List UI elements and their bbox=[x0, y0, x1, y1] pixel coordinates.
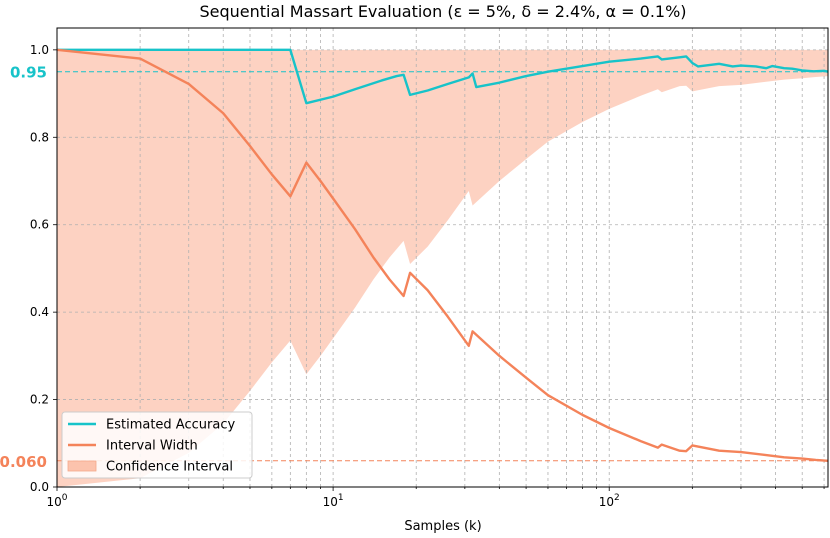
y-tick-label: 0.6 bbox=[30, 218, 49, 232]
legend-box bbox=[61, 411, 253, 479]
chart-title: Sequential Massart Evaluation (ε = 5%, δ… bbox=[199, 2, 686, 21]
series-line bbox=[56, 48, 829, 462]
x-tick-label: 102 bbox=[599, 493, 620, 509]
plot-area: 0.0 0.2 0.4 0.6 0.8 1.0 100 101 102 0.95 0.060 bbox=[0, 27, 829, 509]
legend-entry-label: Estimated Accuracy bbox=[106, 418, 235, 433]
y-tick-label: 0.4 bbox=[30, 305, 49, 319]
tick-layer: 0.0 0.2 0.4 0.6 0.8 1.0 100 101 102 0.95 0.060 bbox=[0, 43, 825, 509]
series-line bbox=[57, 48, 829, 105]
y-tick-label: 0.2 bbox=[30, 393, 49, 407]
legend-entry-label: Interval Width bbox=[106, 439, 198, 454]
reference-line-label: 0.060 bbox=[0, 453, 47, 471]
y-tick-label: 1.0 bbox=[30, 43, 49, 57]
legend-entry-label: Confidence Interval bbox=[106, 460, 233, 475]
reference-line-label: 0.95 bbox=[10, 64, 47, 82]
x-tick-label: 101 bbox=[323, 493, 344, 509]
plot-frame bbox=[56, 27, 829, 488]
x-tick-label: 100 bbox=[46, 493, 67, 509]
series-lines-layer bbox=[56, 48, 829, 462]
legend: Estimated Accuracy Interval Width Confiden… bbox=[61, 411, 253, 479]
y-tick-label: 0.0 bbox=[30, 480, 49, 494]
legend-swatch bbox=[67, 460, 97, 472]
y-tick-label: 0.8 bbox=[30, 130, 49, 144]
x-axis-label: Samples (k) bbox=[404, 519, 481, 534]
